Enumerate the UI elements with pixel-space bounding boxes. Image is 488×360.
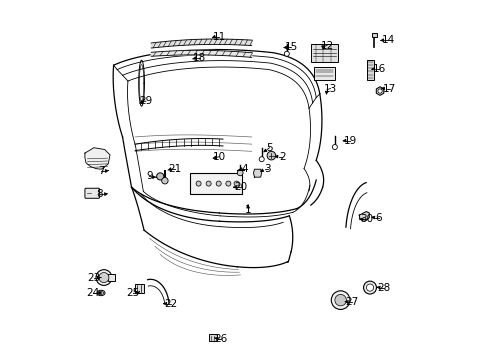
Polygon shape (151, 39, 251, 48)
Ellipse shape (99, 292, 103, 294)
Text: 21: 21 (167, 164, 181, 174)
Circle shape (237, 170, 243, 176)
Text: 1: 1 (244, 206, 251, 216)
Text: 3: 3 (264, 164, 270, 174)
Circle shape (363, 281, 376, 294)
Circle shape (366, 284, 373, 291)
Polygon shape (85, 148, 110, 169)
Text: 2: 2 (278, 152, 285, 162)
Text: 11: 11 (212, 32, 225, 41)
Text: 28: 28 (377, 283, 390, 293)
Text: 17: 17 (382, 84, 396, 94)
Polygon shape (151, 50, 251, 57)
Circle shape (162, 177, 168, 184)
Text: 4: 4 (241, 164, 247, 174)
Circle shape (96, 270, 112, 285)
Text: 30: 30 (359, 215, 372, 224)
Text: 26: 26 (214, 333, 227, 343)
Polygon shape (359, 212, 368, 220)
Text: 14: 14 (381, 35, 394, 45)
Circle shape (216, 181, 221, 186)
Circle shape (332, 144, 337, 149)
Text: 10: 10 (212, 152, 225, 162)
Circle shape (259, 157, 264, 162)
Circle shape (196, 181, 201, 186)
Circle shape (234, 181, 239, 186)
Bar (310, 44, 337, 62)
Text: 24: 24 (86, 288, 100, 298)
Polygon shape (253, 169, 261, 177)
Circle shape (225, 181, 230, 186)
Text: 15: 15 (284, 42, 297, 52)
Circle shape (206, 181, 211, 186)
Bar (135, 284, 144, 293)
Text: 12: 12 (320, 41, 333, 50)
Bar (107, 274, 115, 281)
Circle shape (99, 273, 109, 283)
Text: 27: 27 (345, 297, 358, 307)
Circle shape (284, 51, 289, 56)
FancyBboxPatch shape (85, 188, 100, 198)
Text: 7: 7 (98, 166, 104, 176)
Ellipse shape (97, 290, 105, 296)
Text: 8: 8 (96, 189, 102, 199)
Bar (314, 67, 335, 80)
Text: 5: 5 (266, 143, 272, 153)
Text: 9: 9 (146, 171, 152, 181)
Text: 29: 29 (139, 96, 152, 106)
Bar (208, 334, 216, 341)
Bar (371, 33, 376, 37)
Text: 20: 20 (234, 182, 247, 192)
Text: 13: 13 (323, 84, 337, 94)
Polygon shape (376, 87, 383, 95)
Circle shape (330, 291, 349, 310)
Text: 22: 22 (164, 299, 177, 309)
Circle shape (156, 173, 163, 180)
Bar (190, 173, 242, 194)
Text: 6: 6 (375, 213, 382, 222)
Circle shape (266, 151, 275, 160)
Text: 18: 18 (193, 53, 206, 63)
Circle shape (377, 89, 382, 93)
Text: 23: 23 (87, 273, 101, 283)
Bar (366, 60, 373, 80)
Text: 19: 19 (343, 136, 356, 145)
Circle shape (334, 294, 346, 306)
Text: 16: 16 (371, 64, 385, 74)
Text: 25: 25 (126, 288, 140, 298)
